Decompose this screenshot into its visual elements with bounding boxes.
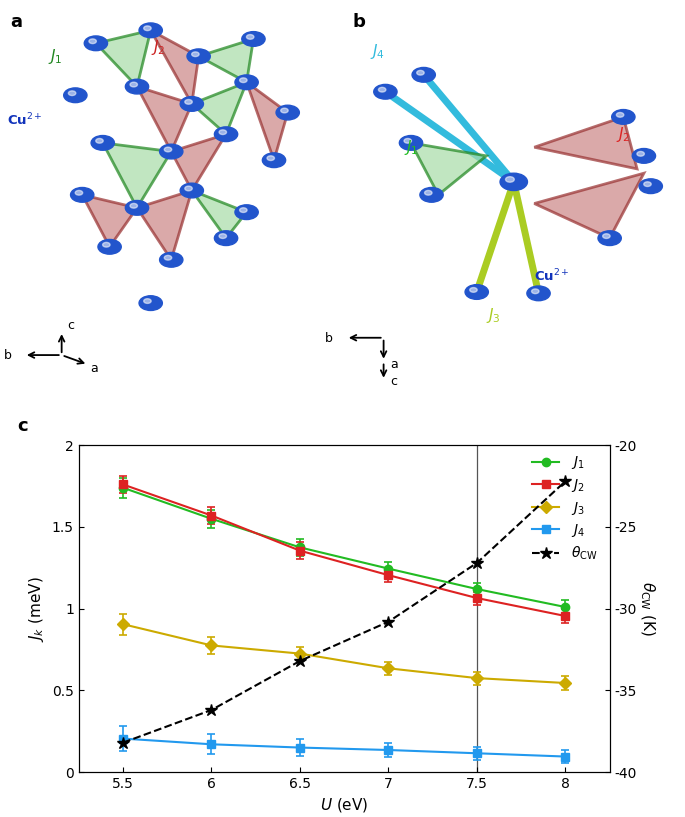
Circle shape xyxy=(130,203,138,208)
Text: b: b xyxy=(325,332,333,345)
Circle shape xyxy=(612,109,635,124)
Circle shape xyxy=(219,234,227,239)
Circle shape xyxy=(420,187,443,203)
Circle shape xyxy=(276,105,299,120)
Circle shape xyxy=(84,36,108,51)
Circle shape xyxy=(103,243,110,247)
Circle shape xyxy=(235,75,258,90)
Circle shape xyxy=(64,88,87,103)
Circle shape xyxy=(639,179,662,194)
Text: Cu$^{2+}$: Cu$^{2+}$ xyxy=(534,268,570,284)
Circle shape xyxy=(214,127,238,141)
Circle shape xyxy=(378,87,386,92)
Circle shape xyxy=(527,286,550,301)
Circle shape xyxy=(185,186,192,191)
Circle shape xyxy=(139,296,162,310)
Circle shape xyxy=(144,26,151,30)
Circle shape xyxy=(235,205,258,220)
Circle shape xyxy=(281,108,288,113)
Circle shape xyxy=(130,83,138,87)
Polygon shape xyxy=(534,173,644,239)
Circle shape xyxy=(267,156,275,160)
Circle shape xyxy=(404,138,412,143)
Text: b: b xyxy=(353,13,366,31)
Circle shape xyxy=(242,32,265,47)
Polygon shape xyxy=(137,190,192,260)
Circle shape xyxy=(632,149,656,163)
Circle shape xyxy=(180,183,203,198)
Polygon shape xyxy=(171,134,226,190)
Circle shape xyxy=(532,289,539,293)
Circle shape xyxy=(187,49,210,64)
Circle shape xyxy=(125,79,149,94)
Circle shape xyxy=(164,147,172,152)
Circle shape xyxy=(412,68,436,83)
Legend: $J_1$, $J_2$, $J_3$, $J_4$, $\theta_\mathrm{CW}$: $J_1$, $J_2$, $J_3$, $J_4$, $\theta_\mat… xyxy=(526,449,603,568)
Circle shape xyxy=(139,23,162,38)
X-axis label: $U$ (eV): $U$ (eV) xyxy=(320,797,369,815)
Polygon shape xyxy=(96,30,151,87)
Polygon shape xyxy=(82,195,137,247)
Circle shape xyxy=(125,200,149,215)
Text: c: c xyxy=(390,375,397,388)
Polygon shape xyxy=(534,117,637,169)
Text: $J_4$: $J_4$ xyxy=(370,42,385,61)
Circle shape xyxy=(425,190,432,195)
Circle shape xyxy=(185,100,192,105)
Circle shape xyxy=(374,84,397,99)
Text: $J_1$: $J_1$ xyxy=(48,47,62,65)
Circle shape xyxy=(68,91,76,96)
Circle shape xyxy=(214,230,238,246)
Circle shape xyxy=(247,34,254,39)
Text: $J_2$: $J_2$ xyxy=(151,38,165,57)
Circle shape xyxy=(91,136,114,150)
Text: c: c xyxy=(18,417,28,435)
Polygon shape xyxy=(247,83,288,160)
Circle shape xyxy=(470,288,477,292)
Circle shape xyxy=(416,70,424,75)
Circle shape xyxy=(644,181,651,186)
Circle shape xyxy=(262,153,286,167)
Text: $J_3$: $J_3$ xyxy=(486,306,501,325)
Polygon shape xyxy=(199,39,253,83)
Circle shape xyxy=(399,136,423,150)
Circle shape xyxy=(637,151,645,156)
Text: Cu$^{2+}$: Cu$^{2+}$ xyxy=(7,112,42,128)
Circle shape xyxy=(160,144,183,159)
Circle shape xyxy=(144,299,151,303)
Circle shape xyxy=(465,284,488,299)
Circle shape xyxy=(96,138,103,143)
Text: a: a xyxy=(390,358,398,371)
Polygon shape xyxy=(103,143,171,208)
Circle shape xyxy=(500,173,527,190)
Circle shape xyxy=(180,96,203,111)
Text: b: b xyxy=(3,350,11,363)
Circle shape xyxy=(240,208,247,212)
Circle shape xyxy=(98,239,121,254)
Text: $J_2$: $J_2$ xyxy=(616,124,631,144)
Polygon shape xyxy=(151,30,199,104)
Y-axis label: $\theta_\mathrm{CW}$ (K): $\theta_\mathrm{CW}$ (K) xyxy=(638,581,656,636)
Circle shape xyxy=(616,113,624,117)
Polygon shape xyxy=(137,87,192,152)
Circle shape xyxy=(240,78,247,83)
Circle shape xyxy=(192,51,199,56)
Polygon shape xyxy=(411,143,486,195)
Text: a: a xyxy=(90,362,98,375)
Polygon shape xyxy=(192,190,247,239)
Circle shape xyxy=(75,190,83,195)
Circle shape xyxy=(71,187,94,203)
Polygon shape xyxy=(192,83,247,134)
Text: c: c xyxy=(67,319,74,332)
Circle shape xyxy=(89,39,97,43)
Text: a: a xyxy=(10,13,23,31)
Circle shape xyxy=(160,252,183,267)
Text: $J_1$: $J_1$ xyxy=(404,137,419,157)
Circle shape xyxy=(603,234,610,239)
Circle shape xyxy=(219,130,227,135)
Circle shape xyxy=(506,176,514,182)
Circle shape xyxy=(164,256,172,260)
Y-axis label: $J_k$ (meV): $J_k$ (meV) xyxy=(27,576,47,641)
Circle shape xyxy=(598,230,621,246)
